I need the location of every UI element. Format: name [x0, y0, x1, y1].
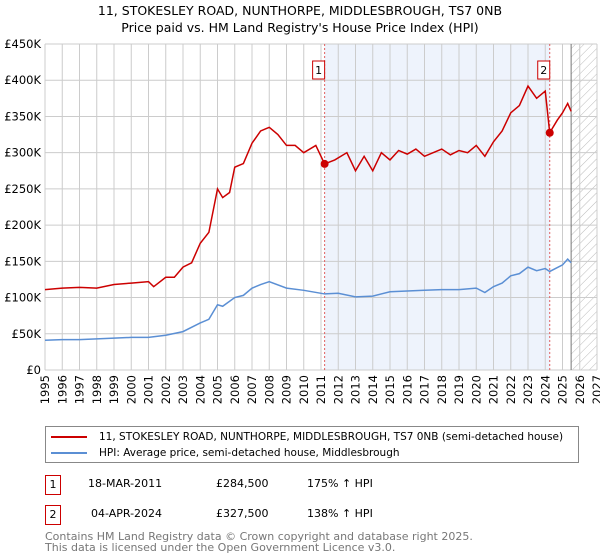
series-line	[44, 258, 572, 342]
sale-date: 18-MAR-2011	[88, 477, 163, 490]
x-tick-label: 2009	[280, 375, 294, 404]
x-tick-label: 2020	[469, 375, 483, 404]
y-tick-label: £200K	[4, 218, 41, 232]
x-tick-label: 2000	[124, 375, 138, 404]
legend-label: HPI: Average price, semi-detached house,…	[99, 447, 400, 459]
footer-copyright: Contains HM Land Registry data © Crown c…	[45, 530, 473, 543]
x-tick-label: 2025	[556, 375, 570, 404]
x-tick-label: 2008	[262, 375, 276, 404]
x-tick-label: 2006	[228, 375, 242, 404]
y-tick-label: £350K	[4, 109, 41, 123]
annotation-box	[537, 60, 551, 80]
sale-marker: 1	[45, 475, 61, 495]
x-tick-label: 2012	[331, 375, 345, 404]
legend-label: 11, STOKESLEY ROAD, NUNTHORPE, MIDDLESBR…	[99, 431, 564, 443]
x-tick-label: 2013	[349, 375, 363, 404]
x-tick-label: 2021	[487, 375, 501, 404]
sale-row-1: 1 18-MAR-2011 £284,500 175% ↑ HPI	[45, 475, 545, 497]
x-tick-label: 2017	[418, 375, 432, 404]
annotation-label: 2	[540, 64, 547, 77]
x-tick-label: 2004	[193, 375, 207, 404]
annotation-box	[312, 60, 326, 80]
series-line	[44, 84, 572, 291]
x-tick-label: 2027	[590, 375, 600, 404]
chart-subtitle: Price paid vs. HM Land Registry's House …	[121, 20, 479, 35]
sale-date: 04-APR-2024	[91, 507, 163, 520]
x-tick-label: 2023	[521, 375, 535, 404]
y-tick-label: £0	[26, 363, 41, 377]
legend-item-hpi: HPI: Average price, semi-detached house,…	[46, 445, 400, 461]
footer-licence: This data is licensed under the Open Gov…	[45, 541, 396, 554]
x-tick-label: 1999	[107, 375, 121, 404]
x-tick-label: 2010	[297, 375, 311, 404]
annotation-label: 1	[315, 64, 322, 77]
y-tick-label: £450K	[4, 37, 41, 51]
legend-swatch-red	[51, 436, 87, 438]
x-tick-label: 1995	[38, 375, 52, 404]
x-tick-label: 2018	[435, 375, 449, 404]
y-tick-label: £150K	[4, 254, 41, 268]
sale-price: £284,500	[216, 477, 269, 490]
x-tick-label: 1997	[73, 375, 87, 404]
sale-hpi: 138% ↑ HPI	[307, 507, 373, 520]
y-tick-label: £100K	[4, 291, 41, 305]
x-tick-label: 2005	[211, 375, 225, 404]
sale-point	[320, 159, 329, 168]
price-chart: 1995 1996 1997 1998 1999 2000 2001 2002 2003 2004…	[4, 37, 600, 404]
x-tick-label: 1996	[55, 375, 69, 404]
x-tick-label: 2014	[366, 375, 380, 404]
x-tick-label: 2011	[314, 375, 328, 404]
x-tick-label: 2024	[538, 375, 552, 404]
legend-item-property: 11, STOKESLEY ROAD, NUNTHORPE, MIDDLESBR…	[46, 429, 563, 445]
x-tick-label: 2019	[452, 375, 466, 404]
y-tick-label: £50K	[12, 327, 42, 341]
sale-period-shading	[324, 44, 550, 370]
sale-price: £327,500	[216, 507, 269, 520]
x-tick-label: 2026	[573, 375, 587, 404]
sale-point	[545, 128, 554, 137]
x-tick-label: 2007	[245, 375, 259, 404]
y-tick-label: £300K	[4, 146, 41, 160]
x-tick-label: 2015	[383, 375, 397, 404]
sale-hpi: 175% ↑ HPI	[307, 477, 373, 490]
legend-swatch-blue	[51, 452, 87, 454]
y-tick-label: £250K	[4, 182, 41, 196]
x-tick-label: 2003	[176, 375, 190, 404]
y-tick-label: £400K	[4, 73, 41, 87]
sale-row-2: 2 04-APR-2024 £327,500 138% ↑ HPI	[45, 505, 545, 527]
chart-legend: 11, STOKESLEY ROAD, NUNTHORPE, MIDDLESBR…	[45, 426, 579, 463]
forecast-hatch	[571, 44, 597, 370]
x-tick-label: 2001	[142, 375, 156, 404]
x-tick-label: 1998	[90, 375, 104, 404]
x-tick-label: 2016	[400, 375, 414, 404]
x-tick-label: 2002	[159, 375, 173, 404]
sale-marker: 2	[45, 505, 61, 525]
chart-title: 11, STOKESLEY ROAD, NUNTHORPE, MIDDLESBR…	[97, 3, 503, 18]
x-tick-label: 2022	[504, 375, 518, 404]
